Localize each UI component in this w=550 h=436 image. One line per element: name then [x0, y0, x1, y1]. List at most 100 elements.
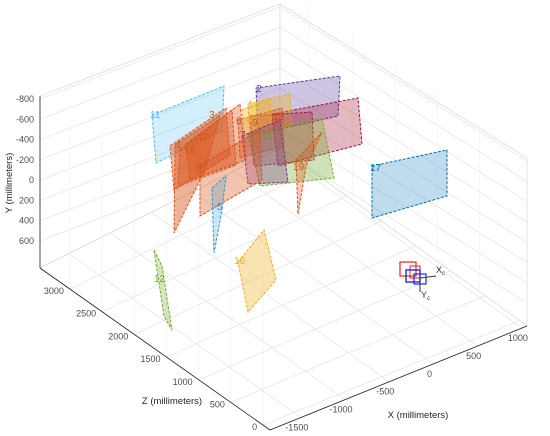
pattern-10: 10: [185, 103, 247, 181]
grid-line: [230, 295, 486, 403]
pattern-plane: [241, 119, 289, 185]
camera-y-label: Yc: [421, 290, 430, 302]
grid-line: [279, 47, 528, 202]
pattern-label: 14: [248, 100, 260, 111]
grid-line: [39, 148, 281, 242]
grid-line: [233, 170, 478, 347]
y-tick-label: 400: [19, 216, 34, 226]
z-tick-label: 2000: [108, 331, 128, 341]
pattern-plane: [271, 97, 363, 167]
grid-line: [39, 67, 281, 161]
pattern-15: 15: [247, 117, 335, 187]
pattern-label: 15: [262, 132, 274, 143]
camera: Xc Yc: [399, 261, 445, 302]
pattern-1: 1: [173, 113, 221, 234]
pattern-label: 5: [217, 202, 223, 213]
grid-line: [279, 67, 528, 223]
pattern-label: 2: [256, 84, 262, 95]
axis-lines: [39, 96, 528, 431]
pattern-label: 6: [236, 116, 242, 127]
pattern-label: 3: [209, 110, 215, 121]
pattern-label: 12: [154, 274, 166, 285]
pattern-16: 16: [234, 228, 277, 314]
pattern-plane: [199, 129, 263, 217]
pattern-plane: [241, 97, 273, 149]
pattern-label: 7: [240, 130, 246, 141]
z-axis-label: Z (millimeters): [142, 396, 202, 407]
grid-line: [279, 148, 528, 304]
camera-frame-red: [399, 261, 417, 277]
pattern-plane: [295, 131, 323, 215]
x-tick-label: -1000: [330, 405, 353, 415]
grid-line: [39, 6, 281, 100]
pattern-17: 17: [370, 149, 448, 219]
grid-line: [279, 6, 528, 162]
grid-line: [151, 212, 390, 383]
z-tick-label: 3000: [44, 286, 64, 296]
grid-line: [39, 87, 281, 181]
y-tick-label: -200: [16, 155, 34, 165]
z-tick-label: 0: [252, 422, 257, 432]
y-tick-label: 600: [19, 236, 34, 246]
camera-frame-blue: [405, 269, 421, 283]
z-tick-label: 1000: [173, 377, 193, 387]
y-tick-label: -800: [16, 94, 34, 104]
pattern-7: 7: [240, 119, 289, 185]
pattern-plane: [255, 75, 341, 135]
grid-line: [279, 87, 528, 243]
y-tick-label: -600: [16, 114, 34, 124]
x-ticks: -1500 -1000 -500 0 500 1000: [285, 333, 528, 432]
z-tick-label: 2500: [76, 309, 96, 319]
grid-line: [166, 245, 416, 358]
pattern-label: 13: [273, 112, 285, 123]
z-ticks: 0 500 1000 1500 2000 2500 3000: [44, 286, 257, 432]
grid-line: [109, 232, 346, 400]
pattern-label: 8: [196, 162, 202, 173]
pattern-label: 18: [184, 146, 196, 157]
pattern-label: 10: [198, 132, 210, 143]
pattern-plane: [169, 107, 231, 191]
pattern-19: 19: [293, 131, 323, 215]
pattern-label: 17: [370, 163, 382, 174]
pattern-label: 19: [293, 162, 305, 173]
x-axis-label: X (millimeters): [388, 410, 449, 421]
y-axis-label: Y (millimeters): [4, 153, 15, 214]
grid-line: [101, 195, 347, 313]
pattern-13: 13: [271, 97, 363, 167]
pattern-plane: [153, 249, 173, 331]
pattern-plane: [237, 228, 277, 314]
y-tick-label: 200: [19, 195, 34, 205]
x-tick-label: 500: [466, 351, 481, 361]
z-tick-label: 500: [210, 399, 225, 409]
pattern-plane: [371, 149, 448, 219]
pattern-2: 2: [255, 75, 341, 135]
pattern-label: 1: [176, 140, 182, 151]
pattern-label: 4: [246, 114, 252, 125]
pattern-plane: [177, 109, 237, 187]
camera-x-axis: [419, 275, 437, 279]
grid-line: [68, 253, 302, 418]
camera-y-subscript: c: [427, 296, 430, 302]
pattern-plane: [173, 113, 221, 234]
grid-line: [39, 128, 281, 222]
pattern-plane: [185, 103, 247, 181]
grid-line: [279, 108, 528, 263]
y-ticks: -800 -600 -400 -200 0 200 400 600: [16, 94, 34, 246]
y-tick-label: 0: [29, 175, 34, 185]
pattern-18: 18: [177, 109, 237, 187]
grid-line: [198, 270, 451, 381]
grid-line: [39, 26, 281, 120]
x-tick-label: -1500: [285, 423, 308, 433]
pattern-11: 11: [150, 85, 225, 164]
camera-x-subscript: c: [442, 271, 445, 277]
pattern-plane: [247, 117, 335, 187]
pattern-label: 9: [252, 118, 258, 129]
grid-line: [262, 320, 520, 426]
camera-x-label: Xc: [436, 265, 445, 277]
grid-line: [69, 170, 313, 290]
grid-line: [192, 191, 434, 365]
grid-line: [134, 220, 382, 335]
grid-line: [39, 47, 281, 140]
x-tick-label: 0: [427, 369, 432, 379]
